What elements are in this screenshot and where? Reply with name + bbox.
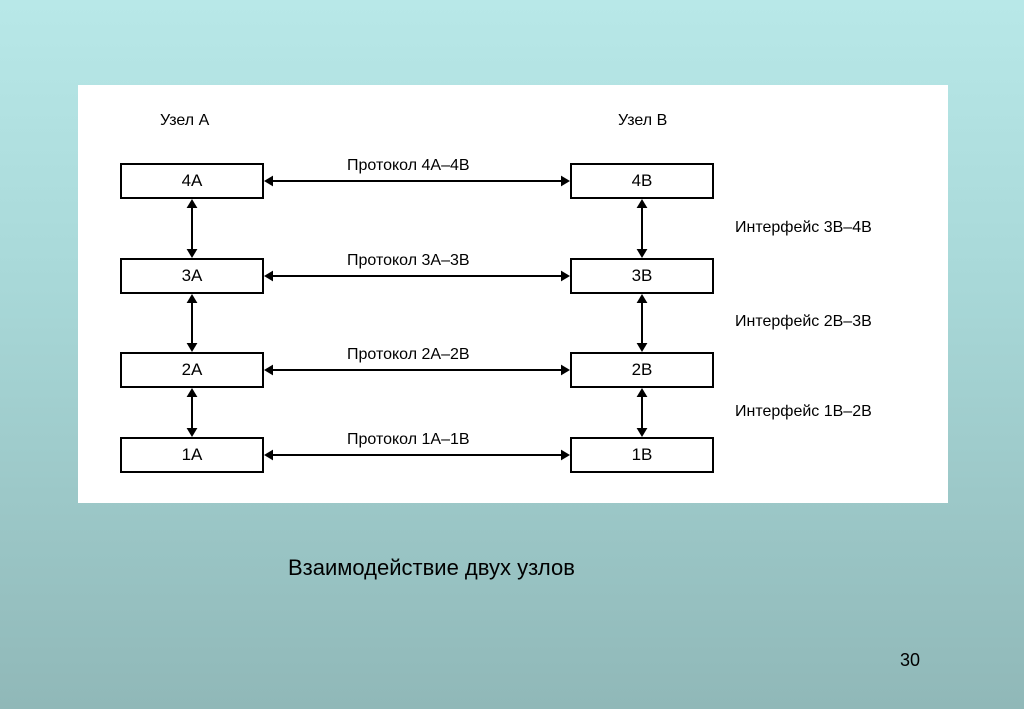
protocol-label: Протокол 2А–2В xyxy=(347,346,470,364)
node-label: 2B xyxy=(632,360,653,380)
column-header-a: Узел А xyxy=(160,112,209,130)
column-header-b: Узел В xyxy=(618,112,667,130)
protocol-label: Протокол 3А–3В xyxy=(347,252,470,270)
caption: Взаимодействие двух узлов xyxy=(288,555,575,581)
node-3a: 3A xyxy=(120,258,264,294)
node-4b: 4B xyxy=(570,163,714,199)
node-4a: 4A xyxy=(120,163,264,199)
interface-label: Интерфейс 3В–4В xyxy=(735,219,872,237)
page-number: 30 xyxy=(900,650,920,671)
node-2a: 2A xyxy=(120,352,264,388)
node-1b: 1B xyxy=(570,437,714,473)
node-label: 3A xyxy=(182,266,203,286)
node-label: 4A xyxy=(182,171,203,191)
slide: Узел А Узел В 4A 3A 2A 1A 4B 3B 2B 1B Пр… xyxy=(0,0,1024,709)
interface-label: Интерфейс 2В–3В xyxy=(735,313,872,331)
node-label: 1A xyxy=(182,445,203,465)
interface-label: Интерфейс 1В–2В xyxy=(735,403,872,421)
protocol-label: Протокол 1А–1В xyxy=(347,431,470,449)
node-label: 3B xyxy=(632,266,653,286)
node-label: 2A xyxy=(182,360,203,380)
node-3b: 3B xyxy=(570,258,714,294)
node-2b: 2B xyxy=(570,352,714,388)
protocol-label: Протокол 4А–4В xyxy=(347,157,470,175)
node-label: 4B xyxy=(632,171,653,191)
node-label: 1B xyxy=(632,445,653,465)
node-1a: 1A xyxy=(120,437,264,473)
